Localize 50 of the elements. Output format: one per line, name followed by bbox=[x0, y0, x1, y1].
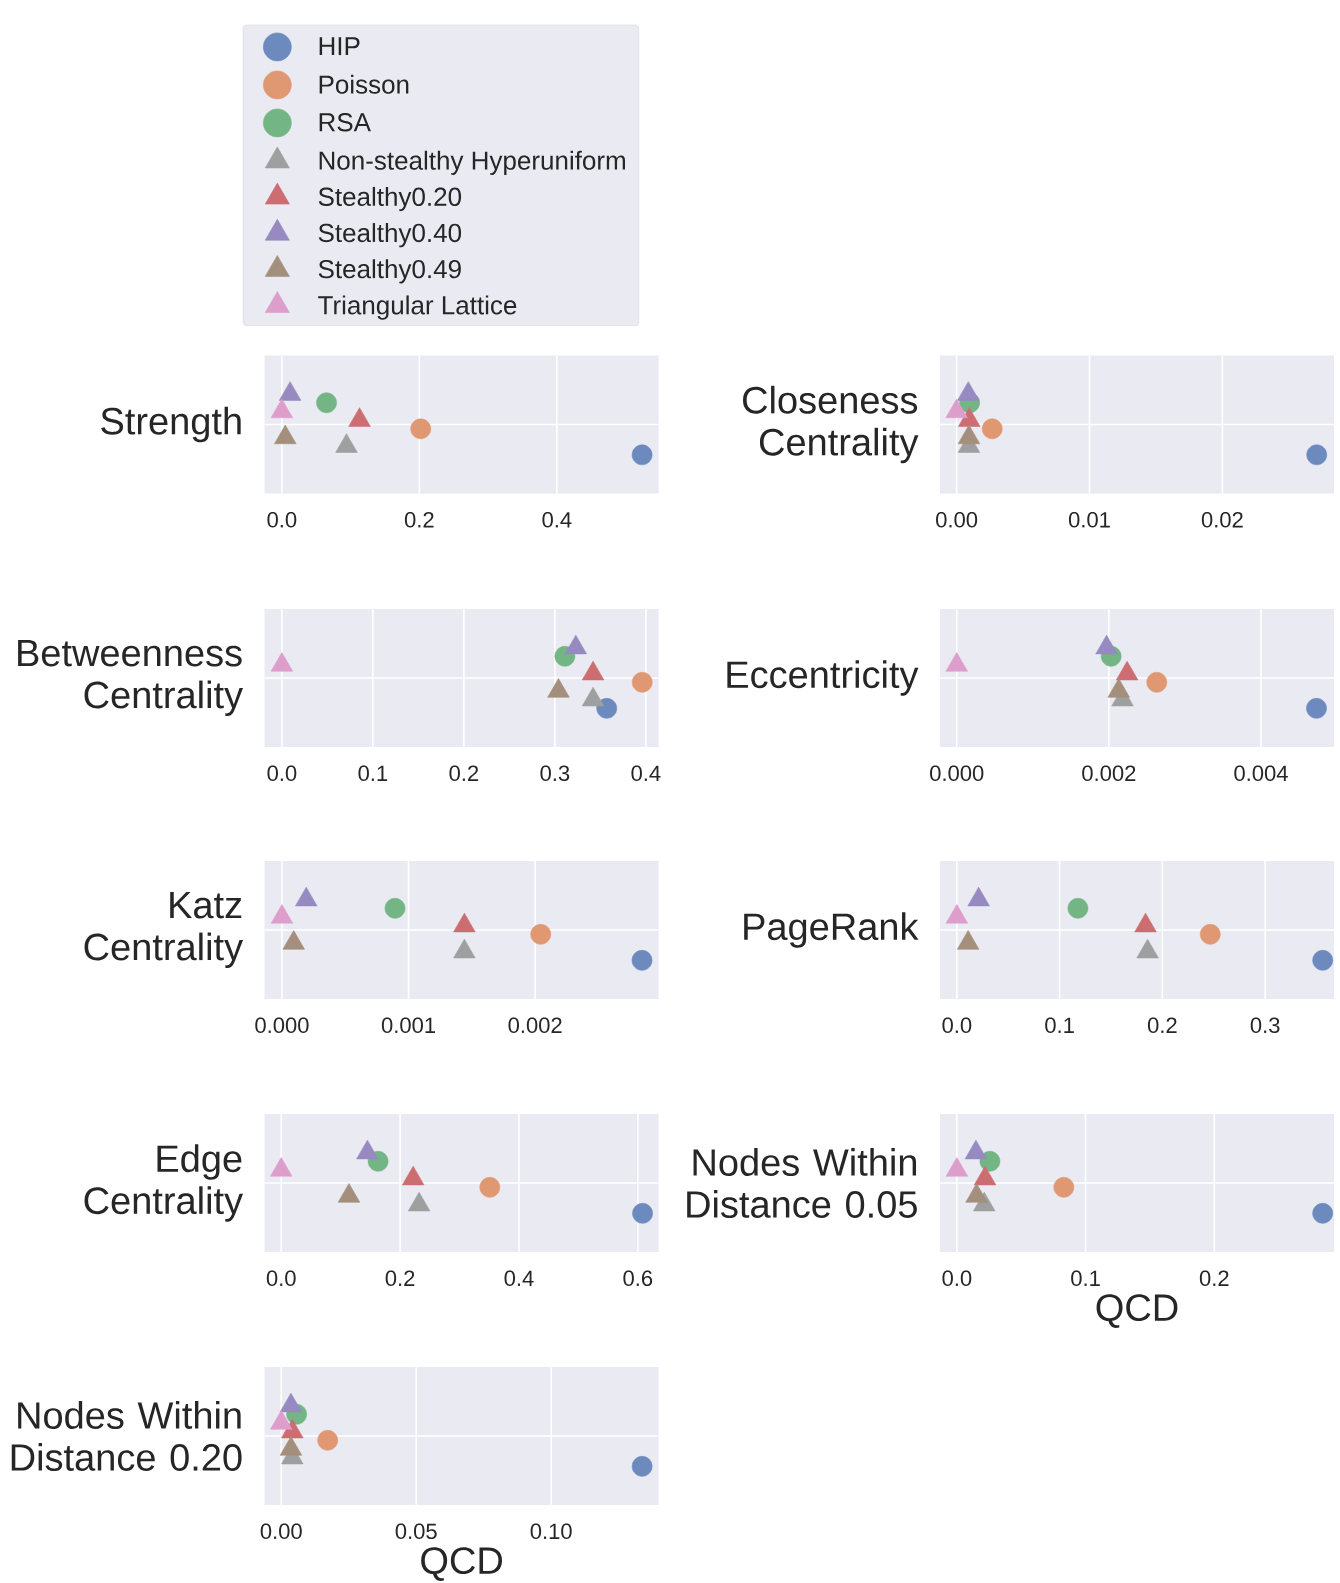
x-tick-label: 0.4 bbox=[542, 512, 572, 528]
x-tick-label: 0.00 bbox=[260, 1523, 302, 1540]
y-axis-title: Nodes Within Distance 0.20 bbox=[11, 1401, 242, 1471]
x-tick-label: 0.2 bbox=[385, 1270, 415, 1287]
x-axis-title: QCD bbox=[421, 1547, 502, 1581]
x-tick-label: 0.2 bbox=[1147, 1017, 1177, 1034]
y-axis-title: Closeness Centrality bbox=[743, 385, 919, 464]
x-tick-label: 0.3 bbox=[540, 765, 570, 782]
x-tick-label: 0.001 bbox=[381, 1017, 435, 1034]
x-tick-label: 0.2 bbox=[1199, 1270, 1229, 1287]
legend-label: HIP bbox=[319, 37, 360, 56]
x-tick-label: 0.0 bbox=[266, 1270, 296, 1287]
legend-label: Triangular Lattice bbox=[318, 295, 517, 320]
y-axis-title: Betweenness Centrality bbox=[18, 639, 244, 717]
x-tick-label: 0.1 bbox=[1071, 1270, 1100, 1287]
x-tick-label: 0.1 bbox=[358, 765, 388, 782]
x-tick-label: 0.00 bbox=[936, 512, 978, 528]
x-tick-label: 0.0 bbox=[942, 1270, 972, 1287]
y-axis-title: Nodes Within Distance 0.05 bbox=[687, 1148, 917, 1218]
y-axis-title: Eccentricity bbox=[727, 660, 919, 696]
x-tick-label: 0.4 bbox=[504, 1270, 534, 1287]
x-tick-label: 0.6 bbox=[623, 1270, 653, 1287]
legend-label: RSA bbox=[319, 113, 371, 132]
legend-label: Stealthy0.40 bbox=[318, 223, 462, 248]
x-tick-label: 0.02 bbox=[1201, 512, 1243, 528]
x-tick-label: 0.002 bbox=[508, 1017, 562, 1034]
x-tick-label: 0.004 bbox=[1234, 765, 1288, 782]
legend-label: Non-stealthy Hyperuniform bbox=[319, 150, 625, 175]
x-tick-label: 0.2 bbox=[449, 765, 479, 782]
x-tick-label: 0.01 bbox=[1068, 512, 1110, 528]
legend-label: Poisson bbox=[319, 74, 409, 94]
x-tick-label: 0.05 bbox=[395, 1523, 437, 1540]
y-axis-title: PageRank bbox=[744, 912, 919, 948]
y-axis-title: Edge Centrality bbox=[84, 1144, 244, 1222]
x-tick-label: 0.000 bbox=[255, 1017, 309, 1034]
y-axis-title: Katz Centrality bbox=[84, 891, 244, 969]
x-tick-label: 0.0 bbox=[267, 512, 297, 528]
x-tick-label: 0.3 bbox=[1250, 1017, 1280, 1034]
x-tick-label: 0.1 bbox=[1045, 1017, 1074, 1034]
x-tick-label: 0.0 bbox=[267, 765, 297, 782]
x-tick-label: 0.4 bbox=[631, 765, 661, 782]
x-tick-label: 0.002 bbox=[1082, 765, 1136, 782]
legend-label: Stealthy0.20 bbox=[318, 186, 462, 212]
legend-label: Stealthy0.49 bbox=[318, 259, 461, 284]
x-axis-title: QCD bbox=[1096, 1294, 1178, 1328]
x-tick-label: 0.2 bbox=[404, 512, 434, 528]
y-axis-title: Strength bbox=[101, 406, 241, 443]
x-tick-label: 0.10 bbox=[530, 1523, 572, 1540]
x-tick-label: 0.000 bbox=[930, 765, 984, 782]
x-tick-label: 0.0 bbox=[942, 1017, 972, 1034]
